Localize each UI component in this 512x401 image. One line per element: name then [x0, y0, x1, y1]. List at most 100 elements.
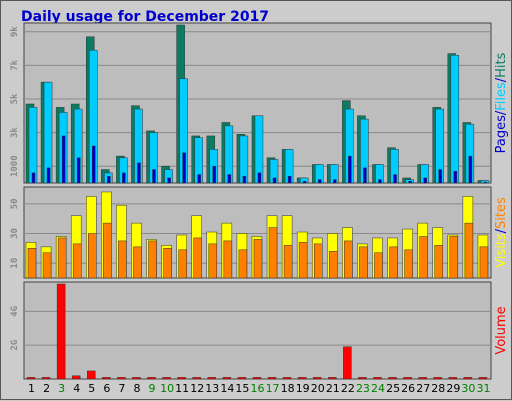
bar-files	[450, 55, 460, 184]
x-tick-label: 20	[311, 382, 325, 395]
bar-pages	[378, 179, 382, 184]
bar-sites	[238, 249, 248, 279]
bar-volume	[448, 377, 458, 380]
legend-entry: /	[494, 228, 509, 233]
y-tick-label: 9k	[10, 26, 20, 37]
bar-sites	[223, 240, 233, 279]
bar-volume	[147, 377, 156, 380]
y-tick-label: 7k	[10, 59, 20, 70]
bar-pages	[483, 181, 488, 184]
legend-entry: /	[494, 77, 509, 82]
bar-volume	[192, 377, 201, 380]
bar-sites	[389, 246, 398, 279]
bar-pages	[333, 179, 337, 184]
legend-hits-files-pages: Pages/Files/Hits	[494, 52, 509, 153]
panel-visits-sites: 10 30 50 Visits/Sites	[10, 186, 509, 279]
bar-sites	[193, 237, 202, 279]
x-tick-label: 17	[266, 382, 280, 395]
bar-pages	[348, 155, 352, 184]
bar-volume	[478, 377, 488, 380]
x-tick-label: 25	[386, 382, 400, 395]
chart-panels: 10003k5k7k9kPages/Files/Hits103050Visits…	[10, 22, 509, 380]
bar-volume	[162, 377, 171, 380]
y-tick-label: 5k	[10, 93, 20, 104]
bar-sites	[344, 240, 353, 279]
bar-sites	[163, 248, 172, 279]
x-tick-label: 3	[58, 382, 65, 395]
plot-area	[23, 281, 492, 380]
bar-pages	[227, 174, 232, 184]
bar-sites	[283, 245, 293, 279]
bar-pages	[453, 170, 458, 184]
x-tick-label: 28	[431, 382, 445, 395]
bar-sites	[298, 242, 308, 279]
x-tick-label: 12	[190, 382, 204, 395]
bar-volume	[358, 377, 367, 380]
x-tick-label: 31	[476, 382, 490, 395]
x-tick-label: 30	[461, 382, 475, 395]
bar-sites	[88, 233, 97, 279]
x-tick-label: 19	[296, 382, 310, 395]
bar-sites	[42, 252, 52, 279]
bar-sites	[449, 236, 459, 279]
bar-sites	[148, 240, 157, 279]
x-tick-label: 24	[371, 382, 385, 395]
bar-pages	[46, 167, 51, 184]
bar-sites	[208, 243, 218, 279]
bar-sites	[27, 248, 37, 279]
bar-volume	[102, 377, 111, 380]
bar-volume	[433, 377, 442, 380]
bar-volume	[373, 377, 382, 380]
bar-volume	[252, 377, 262, 380]
x-tick-label: 7	[118, 382, 125, 395]
bar-sites	[253, 239, 263, 279]
x-tick-label: 1	[28, 382, 35, 395]
x-tick-label: 4	[73, 382, 80, 395]
bar-pages	[61, 135, 66, 184]
bar-volume	[282, 377, 292, 380]
bar-sites	[133, 246, 142, 279]
bar-volume	[403, 377, 412, 380]
bar-volume	[177, 377, 186, 380]
bar-volume	[26, 377, 36, 380]
bar-pages	[363, 167, 367, 184]
legend-entry: Pages	[494, 115, 509, 153]
bar-pages	[197, 174, 201, 184]
x-tick-label: 9	[149, 382, 156, 395]
bar-files	[239, 135, 249, 184]
bar-sites	[178, 249, 187, 279]
bar-volume	[132, 377, 141, 380]
legend-entry: Files	[494, 82, 509, 111]
x-tick-label: 15	[235, 382, 249, 395]
bar-pages	[212, 165, 217, 184]
y-tick-label: 3k	[10, 127, 20, 138]
x-tick-label: 16	[251, 382, 265, 395]
x-tick-label: 26	[401, 382, 415, 395]
bar-pages	[242, 176, 247, 184]
x-tick-label: 8	[133, 382, 140, 395]
x-tick-label: 22	[341, 382, 355, 395]
bar-pages	[468, 155, 473, 184]
bar-volume	[267, 377, 277, 380]
bar-pages	[272, 177, 277, 184]
bar-pages	[287, 176, 292, 184]
x-axis-labels: 1 2 3 4 5 6 7 8 9 10 11 12 13 14 15 16 17 18 19 20 21 22 23 24 2…	[28, 382, 490, 395]
bar-sites	[359, 246, 368, 279]
panel-volume: 2G 4G Volume	[10, 281, 509, 380]
x-tick-label: 10	[160, 382, 174, 395]
bar-pages	[76, 157, 81, 184]
bar-volume	[328, 377, 337, 380]
bar-sites	[419, 236, 428, 279]
x-tick-label: 6	[103, 382, 110, 395]
legend-entry: Volume	[494, 306, 509, 354]
legend-volume: Volume	[494, 306, 509, 354]
bar-pages	[107, 176, 111, 184]
bar-volume	[343, 346, 352, 380]
legend-visits-sites: Visits/Sites	[494, 197, 509, 268]
bar-sites	[434, 245, 443, 279]
bar-sites	[374, 252, 383, 279]
bar-pages	[317, 179, 322, 184]
